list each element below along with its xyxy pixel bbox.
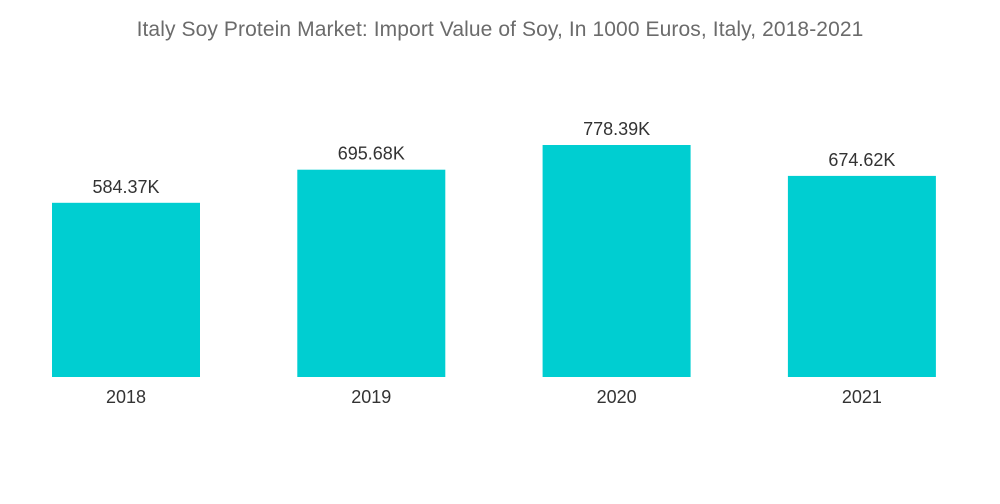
bar-2018 xyxy=(52,202,200,377)
bar-2021 xyxy=(787,175,936,377)
x-tick-2020: 2020 xyxy=(597,387,637,407)
x-tick-2018: 2018 xyxy=(106,387,146,407)
value-label-2020: 778.39K xyxy=(583,119,650,139)
x-tick-2021: 2021 xyxy=(842,387,882,407)
x-tick-2019: 2019 xyxy=(351,387,391,407)
bar-2020 xyxy=(542,145,691,377)
value-label-2018: 584.37K xyxy=(92,177,159,197)
bar-2019 xyxy=(297,169,446,377)
value-label-2019: 695.68K xyxy=(338,144,405,164)
value-label-2021: 674.62K xyxy=(828,150,895,170)
chart-title: Italy Soy Protein Market: Import Value o… xyxy=(136,18,864,41)
